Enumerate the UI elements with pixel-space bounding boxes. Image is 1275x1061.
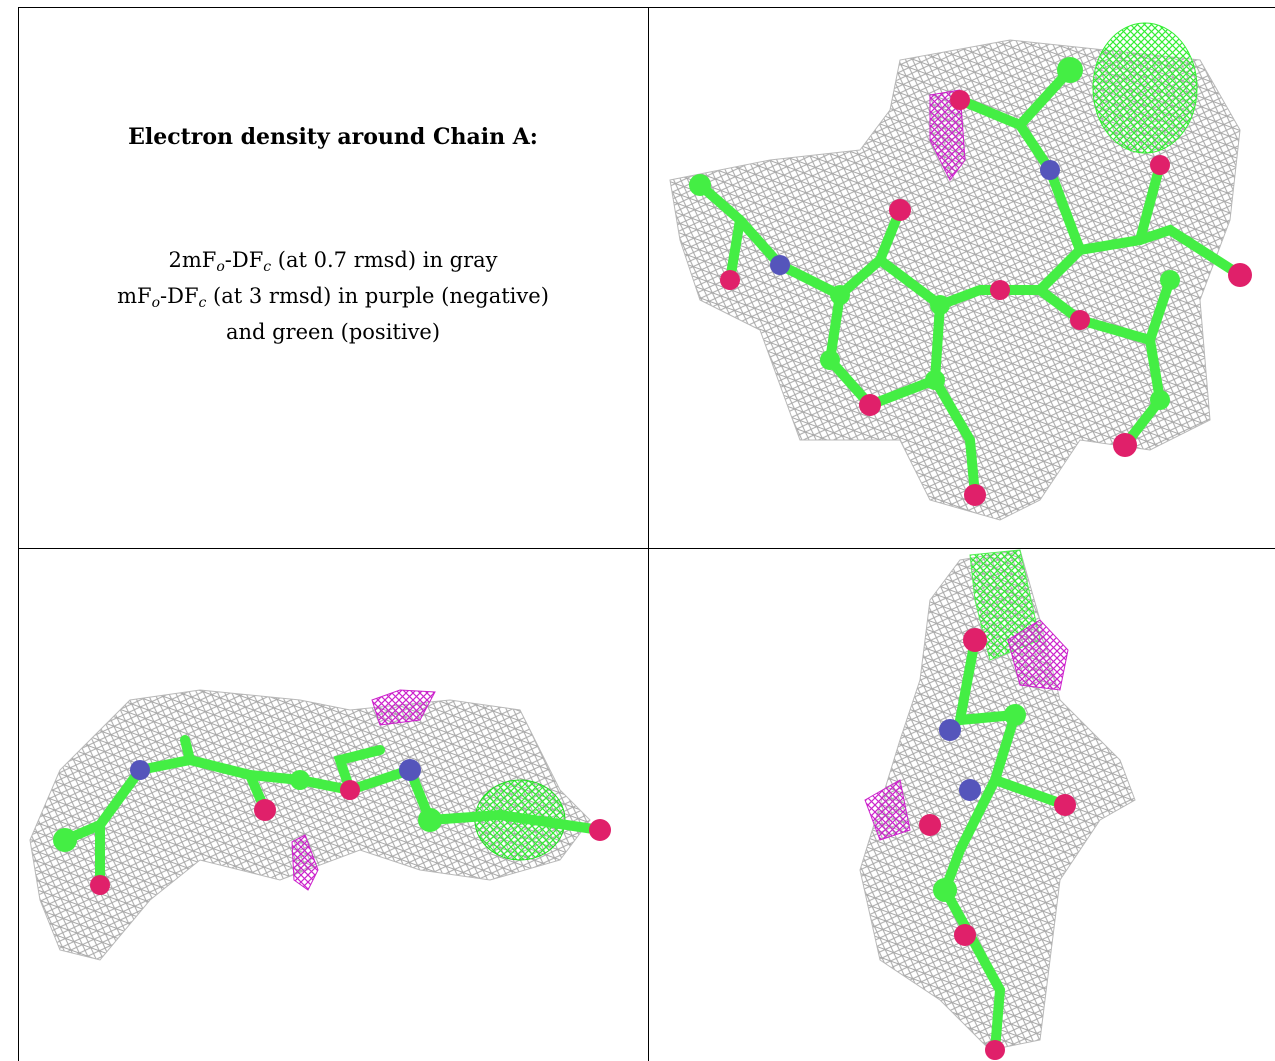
legend: 2mFo-DFc (at 0.7 rmsd) in gray mFo-DFc (a… (18, 242, 648, 350)
subscript: c (263, 259, 272, 275)
text-run: (at 3 rmsd) in purple (negative) (206, 284, 549, 308)
text-run: mF (117, 284, 152, 308)
subscript: o (151, 295, 161, 311)
legend-line: mFo-DFc (at 3 rmsd) in purple (negative) (18, 278, 648, 314)
heading: Electron density around Chain A: (128, 124, 538, 150)
text-run: and green (positive) (225, 320, 441, 344)
legend-line: and green (positive) (18, 314, 648, 350)
subscript: o (216, 259, 225, 275)
atoms (689, 57, 1252, 506)
text-run: -DF (224, 248, 264, 272)
table-borders (18, 7, 1275, 1061)
density-view-3 (859, 549, 1136, 1060)
text-run: 2mF (168, 248, 217, 272)
text-run: -DF (160, 284, 199, 308)
text-run: (at 0.7 rmsd) in gray (271, 248, 498, 272)
subscript: c (198, 295, 207, 311)
legend-line: 2mFo-DFc (at 0.7 rmsd) in gray (18, 242, 648, 278)
density-view-2 (29, 689, 611, 961)
density-view-1 (669, 22, 1252, 521)
